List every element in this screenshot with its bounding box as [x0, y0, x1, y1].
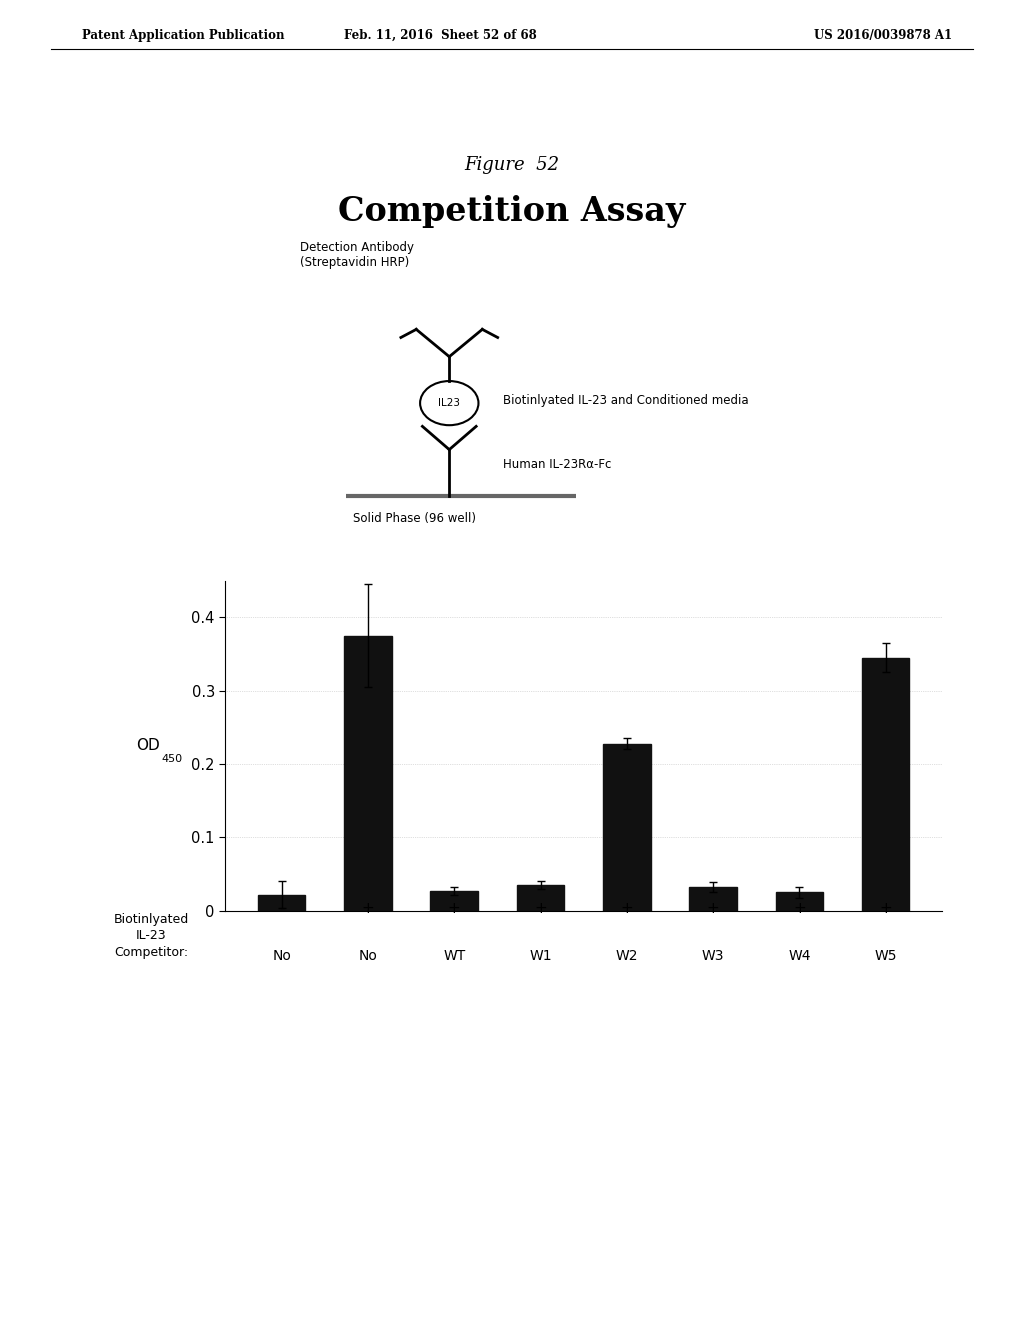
Bar: [517, 886, 564, 911]
Text: +: +: [621, 900, 633, 916]
Text: Detection Antibody
(Streptavidin HRP): Detection Antibody (Streptavidin HRP): [299, 240, 414, 268]
Text: Figure  52: Figure 52: [465, 156, 559, 174]
Text: W4: W4: [788, 949, 811, 964]
Text: Feb. 11, 2016  Sheet 52 of 68: Feb. 11, 2016 Sheet 52 of 68: [344, 29, 537, 42]
Text: +: +: [793, 900, 806, 916]
Text: IL23: IL23: [438, 399, 460, 408]
Text: US 2016/0039878 A1: US 2016/0039878 A1: [814, 29, 952, 42]
Text: -: -: [279, 900, 285, 916]
Text: +: +: [707, 900, 720, 916]
Bar: [862, 657, 909, 911]
Bar: [776, 892, 823, 911]
Text: OD: OD: [136, 738, 161, 754]
Text: Solid Phase (96 well): Solid Phase (96 well): [353, 512, 476, 525]
Text: W3: W3: [701, 949, 724, 964]
Text: Patent Application Publication: Patent Application Publication: [82, 29, 285, 42]
Text: WT: WT: [443, 949, 465, 964]
Text: No: No: [358, 949, 377, 964]
Text: W5: W5: [874, 949, 897, 964]
Bar: [689, 887, 737, 911]
Text: +: +: [361, 900, 375, 916]
Bar: [430, 891, 478, 911]
Text: 450: 450: [162, 754, 182, 764]
Bar: [344, 636, 391, 911]
Text: Biotinlyated IL-23 and Conditioned media: Biotinlyated IL-23 and Conditioned media: [503, 393, 749, 407]
Text: W2: W2: [615, 949, 638, 964]
Text: No: No: [272, 949, 291, 964]
Text: Competitor:: Competitor:: [115, 946, 188, 960]
Text: +: +: [447, 900, 461, 916]
Bar: [603, 743, 650, 911]
Bar: [258, 895, 305, 911]
Text: Competition Assay: Competition Assay: [338, 195, 686, 227]
Text: Human IL-23Rα-Fc: Human IL-23Rα-Fc: [503, 458, 611, 471]
Text: Biotinlyated
IL-23: Biotinlyated IL-23: [114, 913, 189, 942]
Text: +: +: [535, 900, 547, 916]
Text: W1: W1: [529, 949, 552, 964]
Text: +: +: [880, 900, 892, 916]
